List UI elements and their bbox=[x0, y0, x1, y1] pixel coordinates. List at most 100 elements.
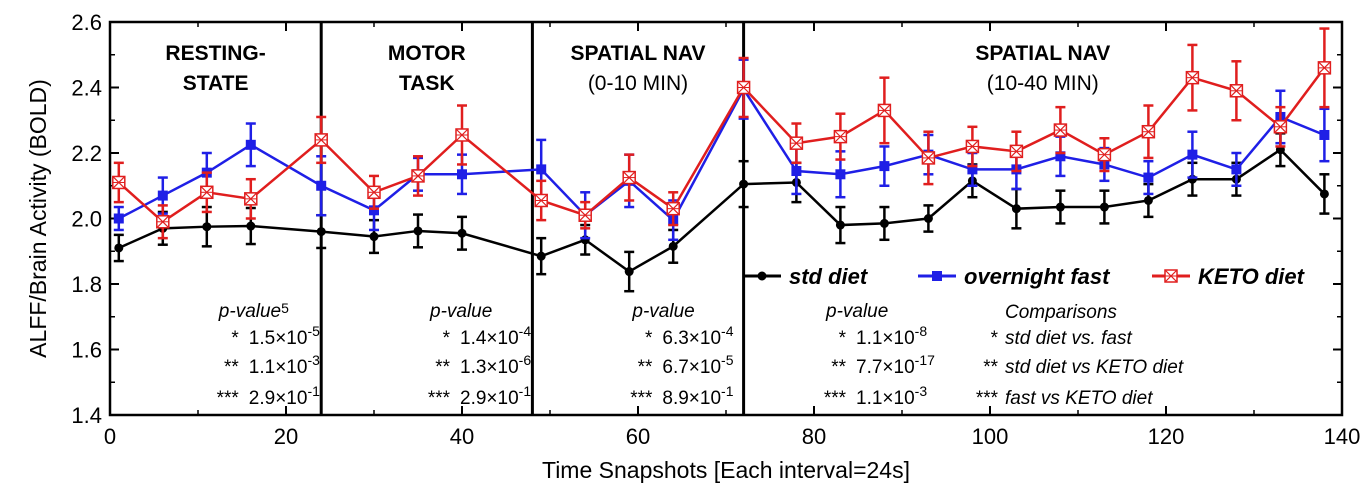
data-point bbox=[923, 214, 933, 223]
y-tick-label: 1.6 bbox=[71, 338, 102, 363]
series-line-0 bbox=[118, 148, 1326, 274]
legend-label: KETO diet bbox=[1198, 264, 1306, 289]
data-point bbox=[536, 164, 547, 175]
data-point bbox=[244, 192, 258, 206]
data-point bbox=[413, 226, 423, 236]
pvalue-header: p-value bbox=[429, 301, 492, 322]
pvalue-value: 1.1×10-3 bbox=[856, 383, 927, 409]
data-point bbox=[622, 170, 636, 185]
legend-marker bbox=[757, 271, 767, 281]
x-tick-label: 100 bbox=[972, 424, 1009, 449]
x-tick-label: 20 bbox=[274, 424, 298, 449]
data-point bbox=[1009, 144, 1024, 159]
pvalue-stars: ** bbox=[224, 357, 239, 378]
data-point bbox=[457, 169, 467, 180]
data-point bbox=[789, 136, 804, 150]
pvalue-header: p-value bbox=[825, 301, 888, 322]
pvalue-value: 2.9×10-1 bbox=[460, 383, 531, 409]
pvalue-value: 6.3×10-4 bbox=[662, 323, 733, 349]
pvalue-value: 1.1×10-3 bbox=[249, 352, 320, 378]
data-point bbox=[1011, 204, 1021, 214]
data-point bbox=[1097, 147, 1112, 162]
pvalue-stars: *** bbox=[217, 388, 240, 409]
data-point bbox=[316, 227, 326, 237]
data-point bbox=[367, 185, 381, 200]
pvalue-value: 1.1×10-8 bbox=[856, 323, 927, 349]
pvalue-value: 1.4×10-4 bbox=[460, 323, 531, 349]
data-point bbox=[624, 267, 634, 277]
data-point bbox=[921, 151, 936, 165]
x-axis-title: Time Snapshots [Each interval=24s] bbox=[542, 457, 910, 483]
data-point bbox=[877, 103, 892, 118]
pvalue-stars: * bbox=[645, 328, 653, 349]
data-point bbox=[965, 139, 980, 154]
data-point bbox=[112, 175, 126, 190]
data-point bbox=[666, 201, 680, 216]
data-point bbox=[1231, 164, 1242, 175]
y-tick-label: 2.4 bbox=[71, 76, 102, 101]
data-point bbox=[113, 213, 124, 224]
data-point bbox=[833, 129, 848, 144]
data-point bbox=[1099, 202, 1109, 212]
segment-title: RESTING- bbox=[165, 42, 265, 65]
data-point bbox=[1319, 189, 1329, 199]
data-point bbox=[1319, 129, 1330, 140]
data-point bbox=[200, 185, 214, 200]
series-line-2 bbox=[117, 67, 1326, 224]
data-point bbox=[736, 80, 751, 95]
data-point bbox=[536, 251, 546, 261]
segment-title: SPATIAL NAV bbox=[571, 42, 706, 65]
data-point bbox=[1053, 123, 1068, 137]
pvalue-stars: * bbox=[231, 328, 239, 349]
segment-subtitle: TASK bbox=[399, 72, 455, 95]
x-tick-label: 80 bbox=[802, 424, 826, 449]
segment-subtitle: STATE bbox=[183, 72, 249, 95]
x-tick-label: 60 bbox=[626, 424, 650, 449]
data-point bbox=[879, 161, 890, 172]
legend-marker bbox=[1164, 269, 1178, 283]
pvalue-value: 6.7×10-5 bbox=[662, 352, 733, 378]
y-tick-label: 2.0 bbox=[71, 207, 102, 232]
pvalue-stars: *** bbox=[824, 388, 847, 409]
legend-label: std diet bbox=[789, 264, 869, 289]
comparison-label: std diet vs KETO diet bbox=[1005, 357, 1184, 378]
data-point bbox=[791, 166, 802, 177]
data-point bbox=[1143, 172, 1154, 183]
data-point bbox=[411, 169, 425, 183]
legend-label: overnight fast bbox=[964, 264, 1111, 289]
pvalue-stars: * bbox=[443, 328, 451, 349]
data-point bbox=[1185, 70, 1200, 85]
pvalue-header: p-value bbox=[631, 301, 694, 322]
data-point bbox=[314, 133, 328, 147]
comparison-label: fast vs KETO diet bbox=[1005, 388, 1153, 409]
y-tick-label: 1.8 bbox=[71, 272, 102, 297]
pvalue-stars: ** bbox=[638, 357, 653, 378]
segment-title: MOTOR bbox=[388, 42, 466, 65]
pvalue-stars: ** bbox=[831, 357, 846, 378]
comparison-stars: ** bbox=[983, 357, 998, 378]
series-line-1 bbox=[118, 86, 1325, 223]
x-tick-label: 120 bbox=[1148, 424, 1185, 449]
x-tick-label: 0 bbox=[104, 424, 116, 449]
pvalue-value: 2.9×10-1 bbox=[249, 383, 320, 409]
pvalue-value: 1.3×10-6 bbox=[460, 352, 531, 378]
data-point bbox=[202, 222, 212, 232]
data-point bbox=[1229, 84, 1244, 98]
segment-title: SPATIAL NAV bbox=[975, 42, 1110, 65]
data-point bbox=[534, 193, 548, 208]
segment-subtitle: (10-40 MIN) bbox=[987, 72, 1099, 95]
pvalue-stars: *** bbox=[428, 388, 451, 409]
data-point bbox=[578, 208, 592, 222]
data-point bbox=[1317, 61, 1332, 75]
y-axis-title: ALFF/Brain Activity (BOLD) bbox=[25, 79, 51, 358]
data-point bbox=[1273, 120, 1288, 134]
legend-marker bbox=[932, 271, 942, 281]
comparison-label: std diet vs. fast bbox=[1005, 328, 1132, 349]
data-point bbox=[156, 215, 170, 229]
data-point bbox=[245, 139, 256, 150]
pvalue-stars: ** bbox=[435, 357, 450, 378]
data-point bbox=[835, 169, 846, 180]
y-tick-label: 1.4 bbox=[71, 403, 102, 428]
data-point bbox=[1055, 202, 1065, 212]
